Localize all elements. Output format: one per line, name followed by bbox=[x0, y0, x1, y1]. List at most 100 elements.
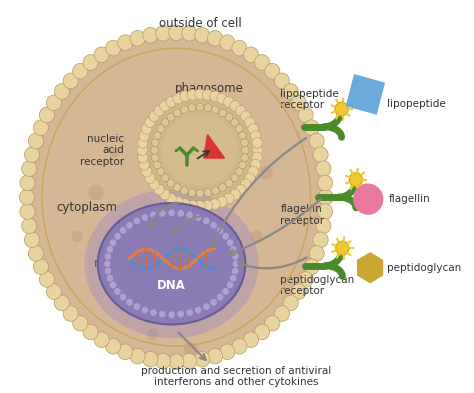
Circle shape bbox=[187, 90, 198, 100]
Circle shape bbox=[248, 166, 258, 177]
Circle shape bbox=[298, 272, 313, 287]
Circle shape bbox=[141, 166, 152, 177]
Circle shape bbox=[154, 132, 161, 140]
Circle shape bbox=[182, 26, 197, 41]
Circle shape bbox=[161, 174, 169, 182]
Circle shape bbox=[217, 93, 227, 104]
Circle shape bbox=[220, 344, 235, 360]
Circle shape bbox=[230, 246, 237, 253]
Text: phagosome: phagosome bbox=[175, 82, 244, 95]
Circle shape bbox=[72, 231, 82, 242]
Circle shape bbox=[155, 26, 171, 41]
Circle shape bbox=[168, 209, 175, 216]
Circle shape bbox=[167, 113, 174, 121]
Circle shape bbox=[224, 193, 234, 204]
Circle shape bbox=[118, 344, 133, 360]
Circle shape bbox=[154, 184, 164, 195]
Circle shape bbox=[20, 204, 35, 219]
Circle shape bbox=[283, 84, 298, 99]
Circle shape bbox=[195, 351, 210, 367]
Circle shape bbox=[106, 40, 121, 56]
Circle shape bbox=[196, 103, 204, 111]
Circle shape bbox=[73, 63, 88, 79]
Circle shape bbox=[219, 184, 227, 191]
Circle shape bbox=[94, 332, 109, 347]
Circle shape bbox=[137, 145, 147, 156]
Text: lipopeptide: lipopeptide bbox=[387, 99, 446, 109]
Ellipse shape bbox=[84, 189, 258, 338]
Circle shape bbox=[202, 90, 213, 100]
Circle shape bbox=[252, 145, 263, 156]
Circle shape bbox=[219, 109, 227, 117]
Circle shape bbox=[252, 138, 262, 148]
Circle shape bbox=[149, 111, 159, 121]
Circle shape bbox=[316, 161, 331, 176]
Circle shape bbox=[126, 222, 133, 229]
Circle shape bbox=[168, 311, 175, 318]
Circle shape bbox=[236, 105, 246, 116]
Circle shape bbox=[204, 104, 211, 112]
Circle shape bbox=[161, 119, 169, 127]
Circle shape bbox=[318, 204, 333, 219]
Circle shape bbox=[177, 311, 184, 318]
Circle shape bbox=[169, 25, 184, 40]
Circle shape bbox=[88, 184, 103, 200]
Circle shape bbox=[298, 107, 313, 123]
Circle shape bbox=[105, 268, 111, 274]
Circle shape bbox=[236, 125, 243, 132]
Text: flagellin
receptor: flagellin receptor bbox=[280, 204, 324, 226]
Circle shape bbox=[240, 111, 251, 121]
Circle shape bbox=[181, 187, 188, 195]
Circle shape bbox=[248, 123, 258, 134]
Circle shape bbox=[316, 218, 331, 233]
Ellipse shape bbox=[98, 203, 246, 325]
Text: nucleic
acid: nucleic acid bbox=[182, 215, 219, 237]
Circle shape bbox=[180, 91, 190, 102]
Circle shape bbox=[225, 113, 233, 121]
Circle shape bbox=[130, 348, 145, 364]
Circle shape bbox=[154, 105, 164, 116]
Circle shape bbox=[28, 133, 44, 149]
Circle shape bbox=[145, 117, 155, 128]
Circle shape bbox=[63, 306, 78, 321]
Circle shape bbox=[241, 139, 248, 147]
Circle shape bbox=[130, 31, 145, 46]
Circle shape bbox=[212, 106, 219, 114]
Circle shape bbox=[107, 246, 113, 253]
Circle shape bbox=[119, 294, 126, 301]
Circle shape bbox=[210, 222, 217, 229]
Circle shape bbox=[251, 231, 262, 242]
Circle shape bbox=[55, 295, 69, 311]
Circle shape bbox=[245, 173, 255, 184]
Circle shape bbox=[147, 329, 158, 340]
Circle shape bbox=[236, 168, 243, 176]
Circle shape bbox=[304, 259, 319, 275]
Circle shape bbox=[222, 233, 229, 240]
Circle shape bbox=[46, 95, 62, 111]
Circle shape bbox=[204, 189, 211, 196]
Circle shape bbox=[349, 173, 363, 186]
Circle shape bbox=[230, 101, 240, 111]
Circle shape bbox=[19, 189, 35, 205]
Circle shape bbox=[265, 316, 280, 331]
Circle shape bbox=[318, 175, 333, 191]
Circle shape bbox=[22, 161, 37, 176]
Circle shape bbox=[227, 281, 233, 288]
Text: flagellin: flagellin bbox=[389, 194, 431, 204]
Circle shape bbox=[154, 161, 161, 169]
Circle shape bbox=[217, 294, 223, 301]
Circle shape bbox=[186, 211, 193, 219]
Circle shape bbox=[159, 210, 166, 217]
Circle shape bbox=[151, 146, 158, 154]
Polygon shape bbox=[204, 134, 225, 158]
Circle shape bbox=[335, 102, 348, 116]
Circle shape bbox=[231, 119, 238, 127]
Circle shape bbox=[157, 168, 164, 176]
Circle shape bbox=[142, 214, 148, 221]
Circle shape bbox=[232, 253, 238, 260]
Circle shape bbox=[157, 125, 164, 132]
Circle shape bbox=[143, 28, 158, 43]
Circle shape bbox=[232, 338, 247, 354]
Circle shape bbox=[304, 120, 319, 136]
Circle shape bbox=[110, 148, 119, 158]
